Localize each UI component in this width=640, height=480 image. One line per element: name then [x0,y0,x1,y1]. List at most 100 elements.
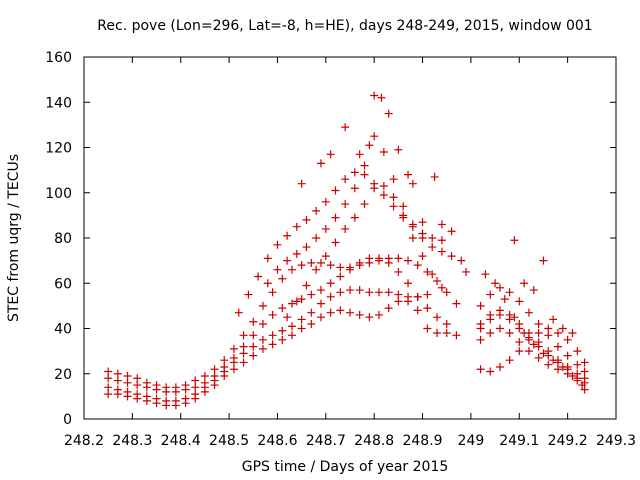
data-point [423,267,432,276]
data-point [336,306,345,315]
data-point [200,372,209,381]
y-tick-label: 100 [45,186,72,202]
data-point [529,286,538,295]
data-point [220,356,229,365]
data-point [210,365,219,374]
data-point [258,301,267,310]
data-point [287,322,296,331]
x-tick-label: 248.9 [402,433,442,449]
data-point [476,324,485,333]
data-point [292,222,301,231]
data-point [326,150,335,159]
data-point [413,306,422,315]
data-point [152,385,161,394]
data-point [544,324,553,333]
data-point [278,274,287,283]
data-point [580,385,589,394]
data-point [505,315,514,324]
data-point [123,372,132,381]
data-point [350,168,359,177]
data-point [384,288,393,297]
x-tick-label: 249.2 [548,433,588,449]
data-point [283,313,292,322]
data-point [312,265,321,274]
data-point [239,358,248,367]
data-point [268,288,277,297]
data-point [394,254,403,263]
data-point [283,231,292,240]
data-point [539,256,548,265]
x-axis-label: GPS time / Days of year 2015 [242,459,449,475]
data-point [505,329,514,338]
data-point [220,372,229,381]
data-point [515,297,524,306]
y-tick-label: 60 [54,276,72,292]
data-point [428,270,437,279]
data-point [191,376,200,385]
data-point [544,351,553,360]
data-point [360,200,369,209]
data-point [355,258,364,267]
data-point [384,304,393,313]
data-point [171,401,180,410]
data-point [505,356,514,365]
data-point [263,279,272,288]
data-point [433,276,442,285]
data-point [263,254,272,263]
data-point [418,234,427,242]
data-point [268,331,277,340]
data-point [476,365,485,374]
data-point [316,258,325,267]
data-point [292,297,301,306]
y-tick-label: 120 [45,141,72,157]
data-point [341,175,350,184]
data-point [123,378,132,387]
data-point [133,394,142,403]
data-point [568,329,577,338]
data-point [142,396,151,405]
data-point [408,234,417,242]
data-point [307,258,316,267]
data-point [544,360,553,369]
data-point [355,286,364,295]
data-point [553,329,562,338]
data-point [287,299,296,308]
data-point [394,290,403,299]
data-point [399,202,408,211]
data-point [273,265,282,274]
data-point [321,252,330,261]
data-point [331,213,340,222]
data-point [370,91,379,100]
data-point [312,234,321,242]
data-point [553,365,562,374]
data-point [437,247,446,256]
data-point [384,258,393,267]
data-point [375,288,384,297]
data-point [404,297,413,306]
data-point [433,329,442,338]
data-point [515,324,524,333]
data-point [341,224,350,233]
data-point [316,299,325,308]
data-point [326,261,335,270]
data-point [355,310,364,319]
data-point [375,254,384,263]
data-point [563,335,572,344]
data-point [229,365,238,374]
data-point [365,288,374,297]
data-point [486,290,495,299]
data-point [341,123,350,132]
data-point [423,324,432,333]
data-point [534,342,543,351]
chart-title: Rec. pove (Lon=296, Lat=-8, h=HE), days … [97,18,592,34]
data-point [365,141,374,150]
data-point [104,374,113,383]
data-point [287,265,296,274]
data-point [254,272,263,281]
data-point [447,252,456,261]
data-point [433,313,442,322]
data-point [563,351,572,360]
data-point [312,206,321,215]
data-point [524,333,533,342]
data-point [249,351,258,360]
